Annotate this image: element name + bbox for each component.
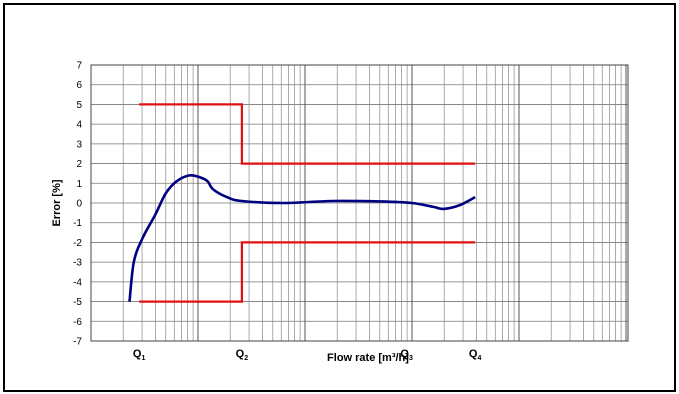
y-tick-label: 7 — [76, 61, 82, 72]
y-tick-label: -4 — [73, 277, 82, 288]
y-tick-label: -1 — [73, 218, 82, 229]
y-tick-label: -7 — [73, 337, 82, 348]
error-curve — [128, 173, 476, 302]
y-axis-label: Error [%] — [51, 179, 63, 226]
y-tick-label: -5 — [73, 297, 82, 308]
y-tick-label: 0 — [76, 199, 82, 210]
x-axis-label: Flow rate [m³/h] — [327, 352, 409, 364]
y-tick-label: -2 — [73, 238, 82, 249]
flow-marker-q4: Q4 — [469, 348, 482, 362]
y-tick-label: 3 — [76, 139, 82, 150]
series — [128, 173, 476, 302]
plot-border — [90, 64, 629, 342]
chart-frame — [3, 3, 676, 392]
upper-limit-line — [139, 103, 476, 165]
y-tick-label: 2 — [76, 159, 82, 170]
grid — [90, 64, 629, 342]
y-tick-labels: 7 6 5 4 3 2 1 0 -1 -2 -3 -4 -5 -6 -7 — [73, 61, 82, 348]
flow-rate-markers: Q1 Q2 Q3 Q4 — [133, 348, 482, 362]
y-tick-label: 1 — [76, 179, 82, 190]
y-tick-label: -3 — [73, 258, 82, 269]
y-tick-label: -6 — [73, 317, 82, 328]
lower-limit-line — [139, 241, 476, 303]
flow-marker-q1: Q1 — [133, 348, 146, 362]
flow-marker-q2: Q2 — [236, 348, 249, 362]
y-tick-label: 6 — [76, 80, 82, 91]
y-tick-label: 4 — [76, 120, 82, 131]
error-limits — [139, 103, 476, 303]
y-tick-label: 5 — [76, 100, 82, 111]
